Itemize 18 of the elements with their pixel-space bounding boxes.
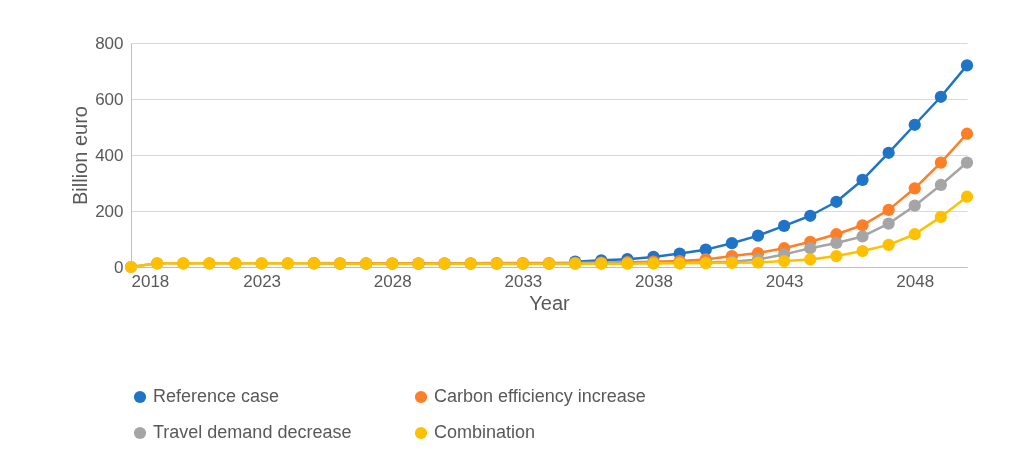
legend-label: Combination bbox=[434, 422, 536, 442]
legend-label: Reference case bbox=[153, 386, 280, 406]
x-tick-label: 2018 bbox=[131, 271, 170, 291]
y-tick-label: 0 bbox=[114, 257, 124, 277]
y-tick-label: 400 bbox=[95, 145, 124, 165]
y-axis-title: Billion euro bbox=[69, 106, 92, 205]
y-tick-label: 800 bbox=[95, 33, 124, 53]
x-tick-label: 2028 bbox=[373, 271, 412, 291]
y-tick-label: 200 bbox=[95, 201, 124, 221]
x-axis-title: Year bbox=[529, 291, 571, 314]
legend-label: Travel demand decrease bbox=[153, 422, 352, 442]
x-tick-label: 2038 bbox=[635, 271, 673, 291]
y-tick-label: 600 bbox=[95, 89, 124, 109]
x-tick-label: 2048 bbox=[896, 271, 935, 291]
legend-label: Carbon efficiency increase bbox=[434, 386, 646, 406]
x-tick-label: 2023 bbox=[243, 271, 282, 291]
x-tick-label: 2033 bbox=[504, 271, 543, 291]
x-tick-label: 2043 bbox=[765, 271, 804, 291]
